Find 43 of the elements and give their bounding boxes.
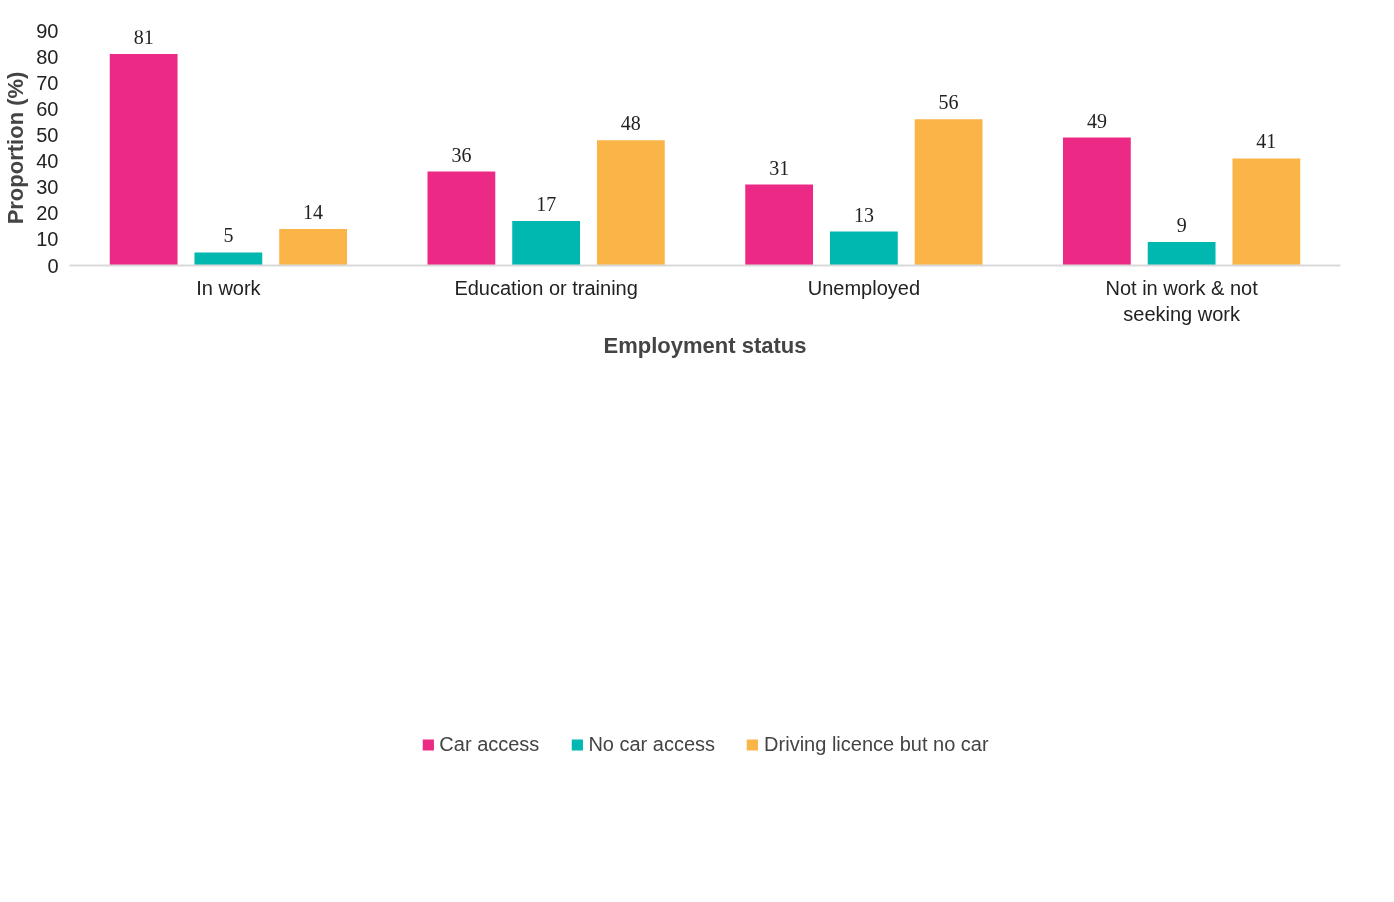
- y-tick-label: 80: [36, 45, 59, 68]
- legend-label: No car access: [588, 732, 716, 756]
- bar: [829, 231, 898, 266]
- bar: [914, 119, 983, 266]
- x-tick-label: Education or training: [454, 276, 638, 299]
- data-label: 31: [769, 156, 790, 179]
- data-label: 17: [536, 193, 557, 216]
- y-tick-label: 60: [36, 97, 59, 120]
- bar: [1232, 158, 1301, 266]
- y-tick-label: 90: [36, 19, 59, 42]
- y-tick-label: 20: [36, 202, 59, 225]
- bar: [279, 228, 347, 266]
- bar: [1063, 137, 1131, 266]
- data-label: 81: [133, 26, 154, 48]
- y-axis-title: Proportion (%): [3, 71, 29, 225]
- bar: [596, 140, 665, 266]
- data-label: 41: [1256, 130, 1277, 153]
- y-tick-label: 70: [36, 71, 59, 94]
- x-axis-title: Employment status: [603, 332, 807, 358]
- y-tick-label: 40: [36, 150, 59, 173]
- bar: [109, 54, 178, 266]
- bar: [427, 171, 496, 266]
- data-label: 49: [1086, 109, 1107, 132]
- data-label: 56: [938, 91, 959, 114]
- y-tick-label: 10: [36, 228, 59, 251]
- bar: [1147, 242, 1216, 266]
- y-tick-label: 0: [47, 254, 59, 277]
- bar: [194, 252, 263, 266]
- data-label: 5: [223, 224, 234, 247]
- bar: [745, 184, 814, 266]
- legend-label: Driving licence but no car: [764, 732, 989, 756]
- data-label: 36: [451, 143, 472, 166]
- bar: [512, 221, 581, 266]
- data-label: 48: [620, 112, 641, 135]
- x-tick-label: Unemployed: [807, 276, 921, 299]
- y-tick-label: 30: [36, 176, 59, 199]
- x-tick-label: Not in work & not seeking work: [1105, 276, 1259, 325]
- data-label: 9: [1176, 214, 1187, 236]
- x-tick-label: In work: [196, 276, 262, 299]
- data-label: 14: [303, 200, 324, 223]
- legend-label: Car access: [439, 732, 540, 756]
- y-tick-label: 50: [36, 123, 59, 146]
- data-label: 13: [853, 203, 874, 226]
